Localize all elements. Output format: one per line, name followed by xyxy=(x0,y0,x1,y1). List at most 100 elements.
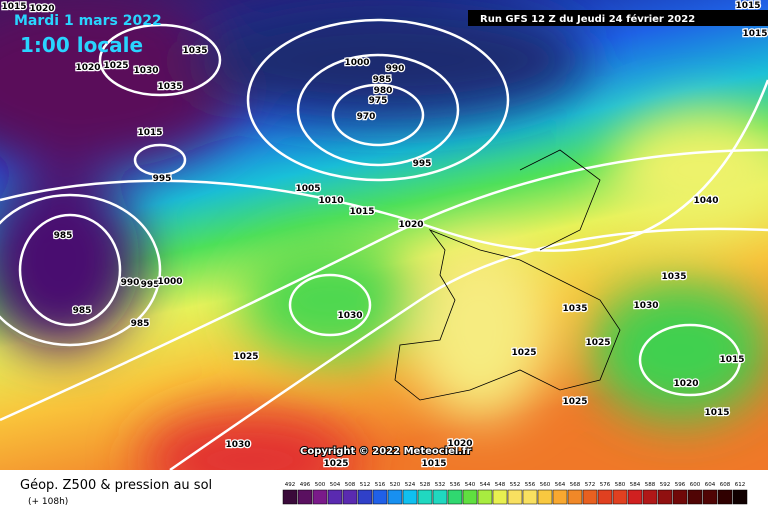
isobar-label: 1015 xyxy=(1,2,26,12)
legend-level: 544 xyxy=(480,482,491,488)
isobar-label: 1015 xyxy=(349,207,374,217)
legend-level: 548 xyxy=(495,482,506,488)
legend-swatch xyxy=(402,489,418,505)
legend-level: 596 xyxy=(675,482,686,488)
legend-swatch xyxy=(732,489,748,505)
isobar-label: 970 xyxy=(357,112,376,122)
time: 1:00 locale xyxy=(20,33,143,57)
isobar-label: 1025 xyxy=(233,352,258,362)
legend-swatch xyxy=(597,489,613,505)
isobar-label: 1020 xyxy=(447,439,472,449)
legend-level: 532 xyxy=(435,482,446,488)
legend-level: 592 xyxy=(660,482,671,488)
legend-level: 580 xyxy=(615,482,626,488)
legend-level: 588 xyxy=(645,482,656,488)
isobar-label: 1030 xyxy=(633,301,658,311)
isobar-label: 985 xyxy=(131,319,150,329)
legend-level: 556 xyxy=(525,482,536,488)
isobar-label: 1000 xyxy=(344,58,369,68)
legend-level: 540 xyxy=(465,482,476,488)
isobar-label: 1015 xyxy=(742,29,767,39)
isobar-label: 1010 xyxy=(318,196,343,206)
legend-swatch xyxy=(447,489,463,505)
legend-swatch xyxy=(357,489,373,505)
isobar-label: 1035 xyxy=(157,82,182,92)
legend-level: 612 xyxy=(735,482,746,488)
isobar-label: 1020 xyxy=(75,63,100,73)
copyright: Copyright © 2022 Meteociel.fr xyxy=(300,446,471,457)
isobar-label: 985 xyxy=(73,306,92,316)
legend-swatch xyxy=(702,489,718,505)
legend-swatch xyxy=(312,489,328,505)
legend-level: 500 xyxy=(315,482,326,488)
legend-level: 512 xyxy=(360,482,371,488)
legend-level: 568 xyxy=(570,482,581,488)
legend-swatch xyxy=(642,489,658,505)
isobar-label: 995 xyxy=(153,174,172,184)
isobar-label: 1015 xyxy=(704,408,729,418)
legend-swatch xyxy=(417,489,433,505)
legend-level: 600 xyxy=(690,482,701,488)
legend-level: 536 xyxy=(450,482,461,488)
legend-level: 572 xyxy=(585,482,596,488)
legend-swatch xyxy=(432,489,448,505)
isobar-label: 985 xyxy=(54,231,73,241)
legend-swatch xyxy=(522,489,538,505)
isobar-label: 1020 xyxy=(673,379,698,389)
legend-swatch xyxy=(582,489,598,505)
legend-level: 492 xyxy=(285,482,296,488)
legend-level: 520 xyxy=(390,482,401,488)
legend-level: 576 xyxy=(600,482,611,488)
legend-level: 560 xyxy=(540,482,551,488)
isobar-label: 1035 xyxy=(182,46,207,56)
isobar-label: 1025 xyxy=(323,459,348,469)
legend-swatch xyxy=(657,489,673,505)
isobar-label: 1040 xyxy=(693,196,718,206)
run-info: Run GFS 12 Z du Jeudi 24 février 2022 xyxy=(480,13,695,25)
isobar-label: 995 xyxy=(413,159,432,169)
legend-swatch xyxy=(507,489,523,505)
legend-level: 516 xyxy=(375,482,386,488)
isobar-label: 1030 xyxy=(337,311,362,321)
footer-lead: (+ 108h) xyxy=(28,497,68,507)
isobar-label: 1015 xyxy=(735,1,760,11)
isobar-label: 1015 xyxy=(421,459,446,469)
legend-swatch xyxy=(492,489,508,505)
isobar-label: 1025 xyxy=(562,397,587,407)
legend-swatch xyxy=(327,489,343,505)
isobar-label: 1030 xyxy=(225,440,250,450)
legend-swatch xyxy=(282,489,298,505)
legend-level: 584 xyxy=(630,482,641,488)
isobar-label: 1035 xyxy=(562,304,587,314)
legend-swatch xyxy=(687,489,703,505)
legend-swatch xyxy=(627,489,643,505)
legend-level: 496 xyxy=(300,482,311,488)
isobar-label: 1035 xyxy=(661,272,686,282)
legend-level: 508 xyxy=(345,482,356,488)
date: Mardi 1 mars 2022 xyxy=(14,13,162,29)
footer-title: Géop. Z500 & pression au sol xyxy=(20,478,212,493)
legend-level: 608 xyxy=(720,482,731,488)
legend-level: 604 xyxy=(705,482,716,488)
isobar-label: 1000 xyxy=(157,277,182,287)
legend-swatch xyxy=(477,489,493,505)
isobar-label: 1015 xyxy=(137,128,162,138)
legend-swatch xyxy=(537,489,553,505)
legend-level: 504 xyxy=(330,482,341,488)
isobar-label: 1020 xyxy=(29,4,54,14)
legend-swatch xyxy=(567,489,583,505)
isobar-label: 995 xyxy=(141,280,160,290)
isobar-label: 1005 xyxy=(295,184,320,194)
isobar-label: 1015 xyxy=(719,355,744,365)
legend-level: 524 xyxy=(405,482,416,488)
legend-swatch xyxy=(342,489,358,505)
isobar-label: 990 xyxy=(121,278,140,288)
legend-level: 552 xyxy=(510,482,521,488)
legend-swatch xyxy=(462,489,478,505)
isobar-label: 985 xyxy=(373,75,392,85)
isobar-label: 1025 xyxy=(511,348,536,358)
legend-swatch xyxy=(717,489,733,505)
isobar-label: 990 xyxy=(386,64,405,74)
isobar-label: 1030 xyxy=(133,66,158,76)
